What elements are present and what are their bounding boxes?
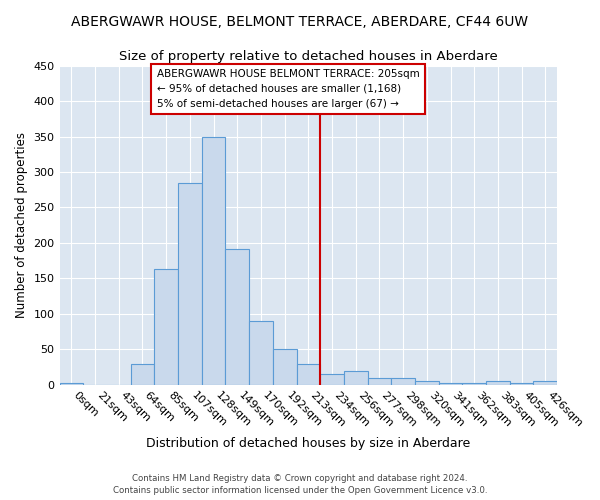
Y-axis label: Number of detached properties: Number of detached properties [15,132,28,318]
Text: ABERGWAWR HOUSE BELMONT TERRACE: 205sqm
← 95% of detached houses are smaller (1,: ABERGWAWR HOUSE BELMONT TERRACE: 205sqm … [157,69,419,108]
Bar [533,382,557,385]
X-axis label: Distribution of detached houses by size in Aberdare: Distribution of detached houses by size … [146,437,470,450]
Bar [226,248,249,385]
Bar [463,384,486,385]
Bar [415,382,439,385]
Bar [439,384,463,385]
Bar [202,136,226,385]
Bar [249,321,273,385]
Title: Size of property relative to detached houses in Aberdare: Size of property relative to detached ho… [119,50,498,63]
Text: Contains HM Land Registry data © Crown copyright and database right 2024.
Contai: Contains HM Land Registry data © Crown c… [113,474,487,495]
Bar [296,364,320,385]
Bar [391,378,415,385]
Bar [320,374,344,385]
Bar [154,269,178,385]
Text: ABERGWAWR HOUSE, BELMONT TERRACE, ABERDARE, CF44 6UW: ABERGWAWR HOUSE, BELMONT TERRACE, ABERDA… [71,15,529,29]
Bar [59,382,83,385]
Bar [178,182,202,385]
Bar [273,350,296,385]
Bar [344,370,368,385]
Bar [510,384,533,385]
Bar [368,378,391,385]
Bar [486,382,510,385]
Bar [131,364,154,385]
